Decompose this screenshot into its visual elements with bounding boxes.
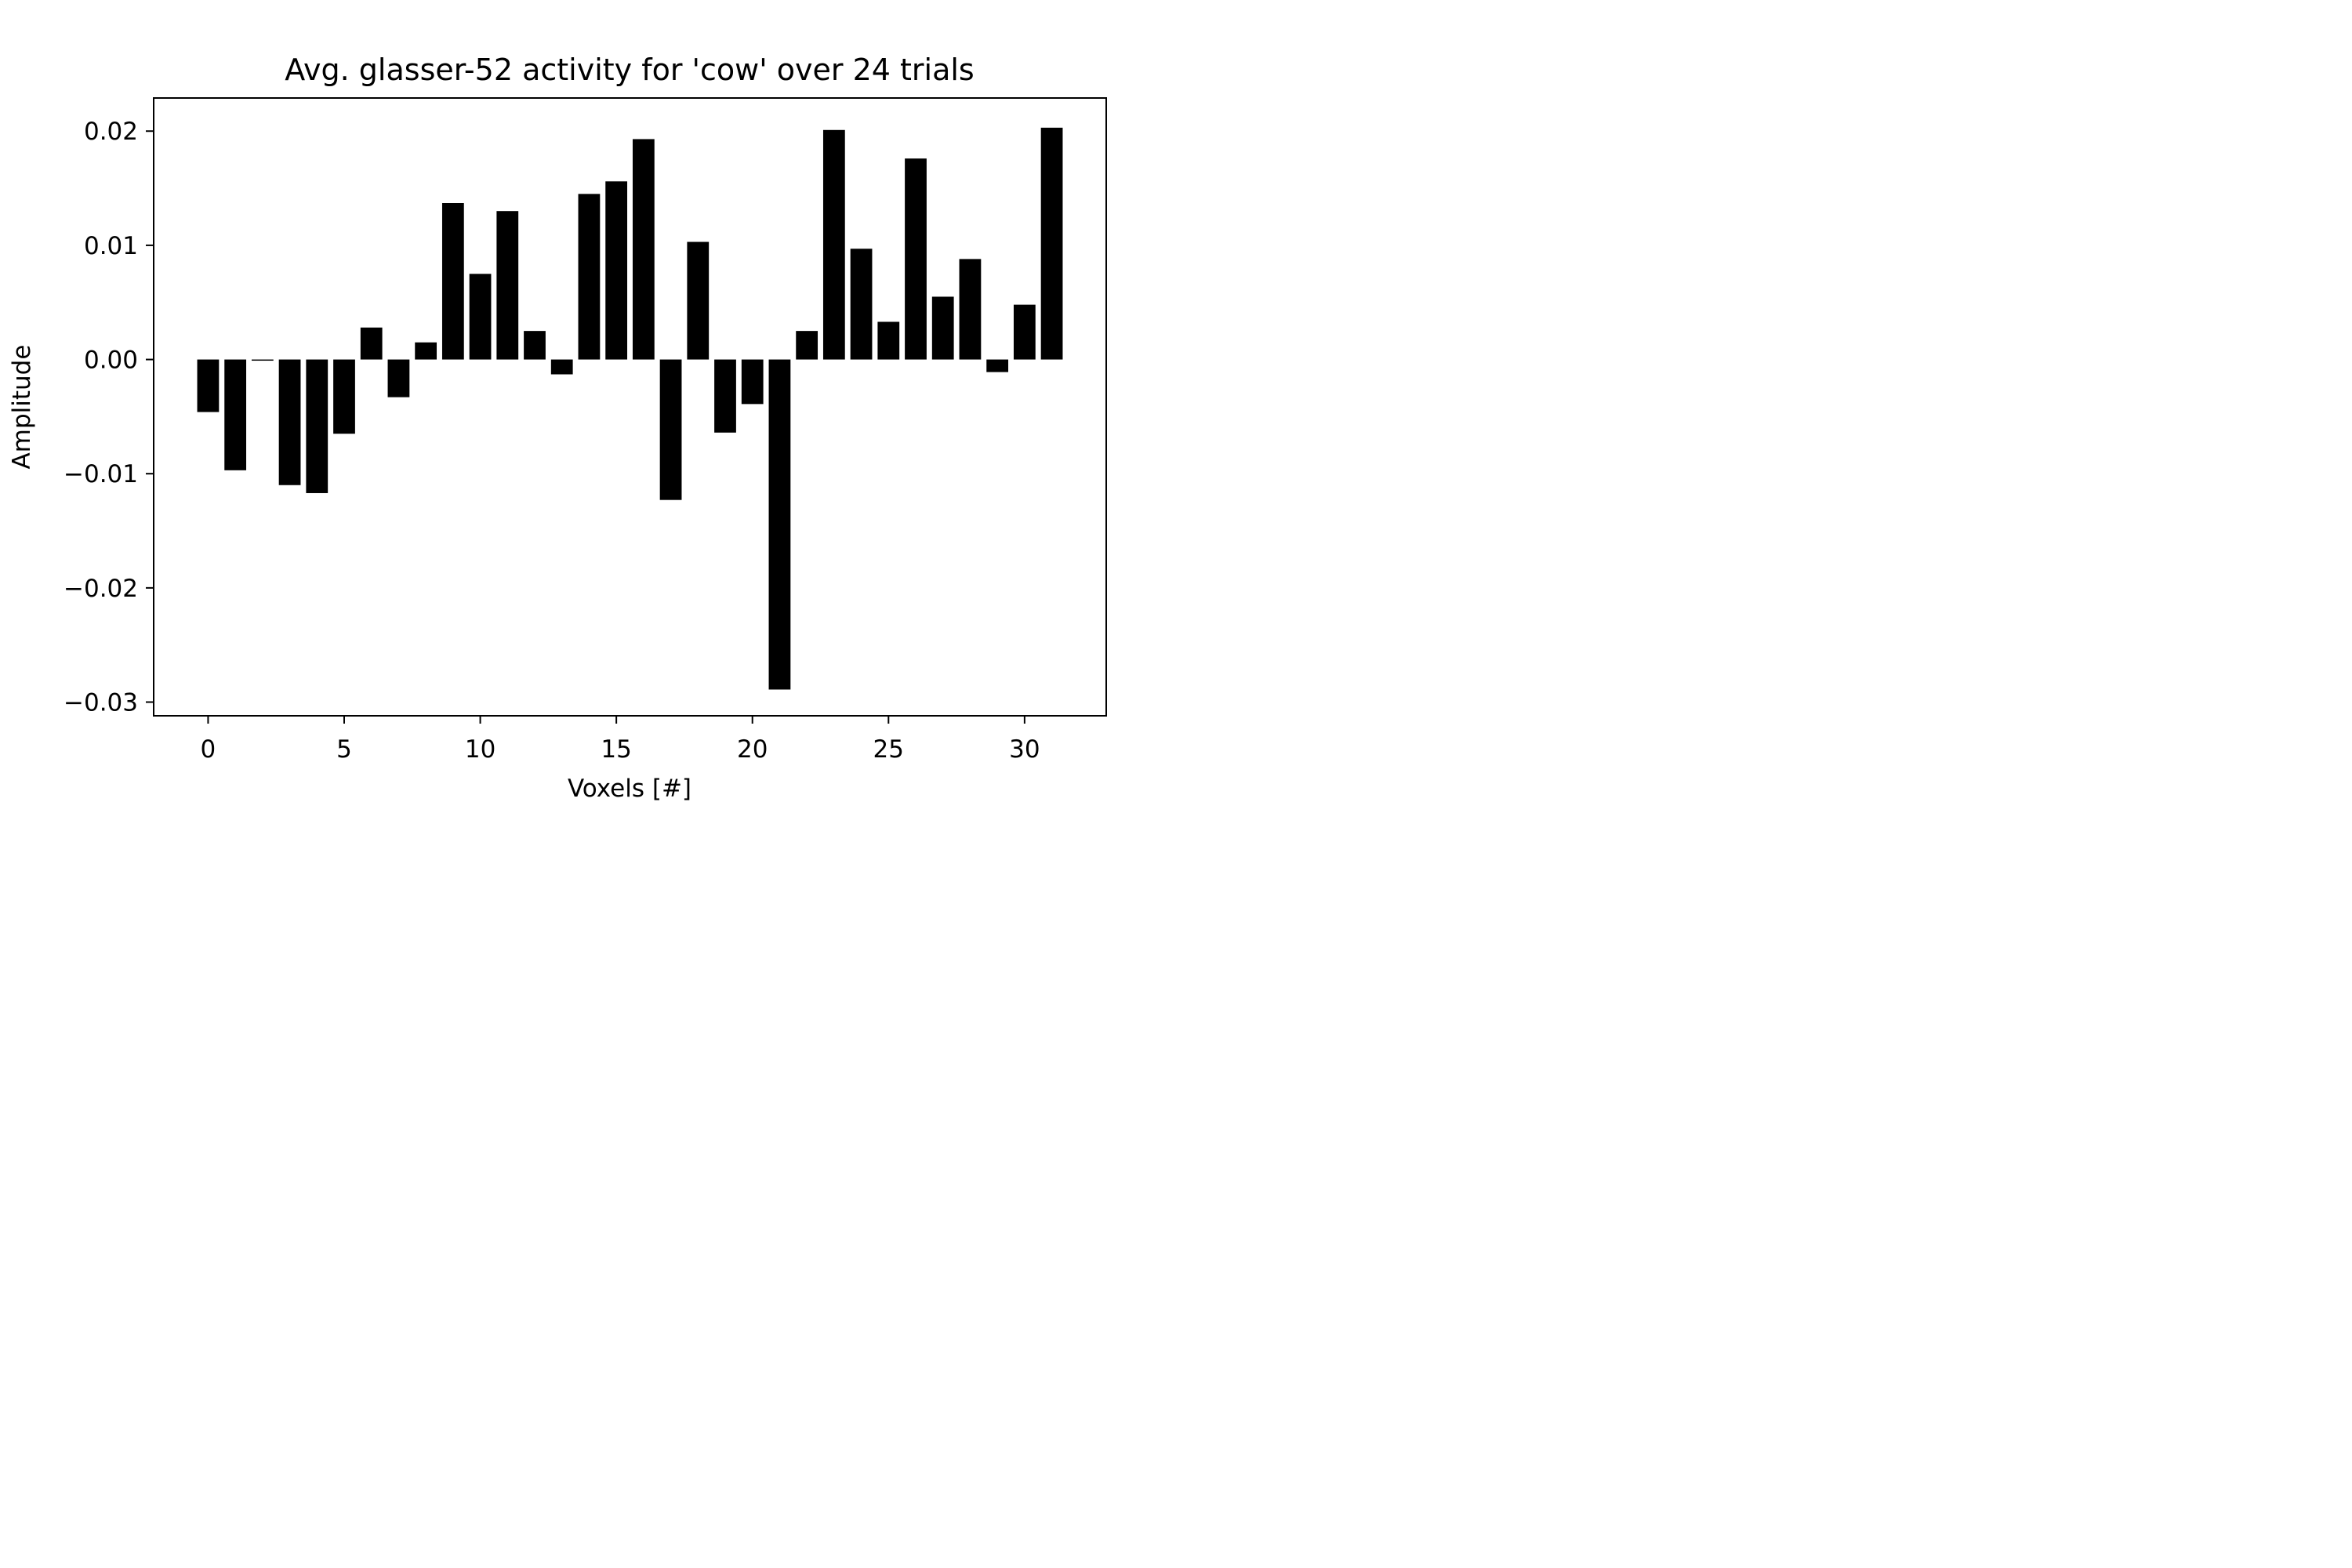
bar-chart: Avg. glasser-52 activity for 'cow' over … bbox=[8, 53, 1107, 803]
x-tick-label: 25 bbox=[873, 735, 904, 764]
bar-voxel-21 bbox=[768, 359, 791, 690]
y-tick-label: −0.02 bbox=[64, 575, 138, 603]
bar-voxel-4 bbox=[306, 359, 328, 493]
x-tick-label: 20 bbox=[737, 735, 768, 764]
bar-voxel-1 bbox=[224, 359, 247, 470]
y-tick-label: 0.01 bbox=[84, 232, 138, 260]
y-tick-label: 0.02 bbox=[84, 118, 138, 146]
bars-group bbox=[197, 127, 1063, 690]
x-tick-label: 0 bbox=[201, 735, 216, 764]
bar-voxel-31 bbox=[1040, 127, 1063, 360]
bar-voxel-8 bbox=[415, 342, 437, 360]
bar-voxel-24 bbox=[850, 249, 873, 360]
y-tick-label: 0.00 bbox=[84, 347, 138, 375]
y-axis-label: Amplitude bbox=[8, 345, 36, 470]
bar-voxel-18 bbox=[687, 241, 710, 360]
bar-voxel-28 bbox=[959, 259, 982, 360]
bar-voxel-23 bbox=[822, 129, 845, 360]
y-axis-ticks: −0.03 −0.02 −0.01 0.00 0.01 0.02 bbox=[64, 118, 154, 717]
bar-voxel-15 bbox=[605, 181, 628, 360]
bar-voxel-25 bbox=[877, 321, 900, 360]
bar-voxel-26 bbox=[905, 158, 927, 360]
x-axis-ticks: 0 5 10 15 20 25 30 bbox=[201, 716, 1040, 764]
chart-title: Avg. glasser-52 activity for 'cow' over … bbox=[285, 53, 974, 87]
bar-voxel-13 bbox=[550, 359, 573, 375]
x-tick-label: 10 bbox=[465, 735, 495, 764]
bar-voxel-7 bbox=[387, 359, 410, 397]
bar-voxel-14 bbox=[578, 194, 601, 360]
bar-voxel-5 bbox=[333, 359, 355, 434]
bar-voxel-17 bbox=[659, 359, 682, 500]
x-axis-label: Voxels [#] bbox=[568, 775, 691, 803]
y-tick-label: −0.01 bbox=[64, 460, 138, 488]
bar-voxel-9 bbox=[441, 203, 464, 360]
bar-voxel-11 bbox=[496, 211, 519, 360]
bar-voxel-12 bbox=[524, 331, 546, 360]
bar-voxel-16 bbox=[632, 139, 655, 360]
x-tick-label: 5 bbox=[336, 735, 352, 764]
bar-voxel-2 bbox=[251, 359, 274, 361]
plot-frame bbox=[153, 97, 1107, 717]
bar-voxel-10 bbox=[469, 274, 492, 360]
bar-voxel-6 bbox=[360, 327, 383, 360]
bar-voxel-22 bbox=[796, 331, 818, 360]
bar-voxel-29 bbox=[986, 359, 1009, 372]
bar-voxel-27 bbox=[931, 296, 954, 360]
bar-voxel-30 bbox=[1013, 304, 1036, 360]
x-tick-label: 15 bbox=[601, 735, 631, 764]
y-tick-label: −0.03 bbox=[64, 689, 138, 717]
bar-voxel-19 bbox=[714, 359, 736, 433]
bar-voxel-3 bbox=[278, 359, 301, 485]
bar-voxel-0 bbox=[197, 359, 220, 412]
x-tick-label: 30 bbox=[1009, 735, 1040, 764]
bar-voxel-20 bbox=[741, 359, 764, 405]
